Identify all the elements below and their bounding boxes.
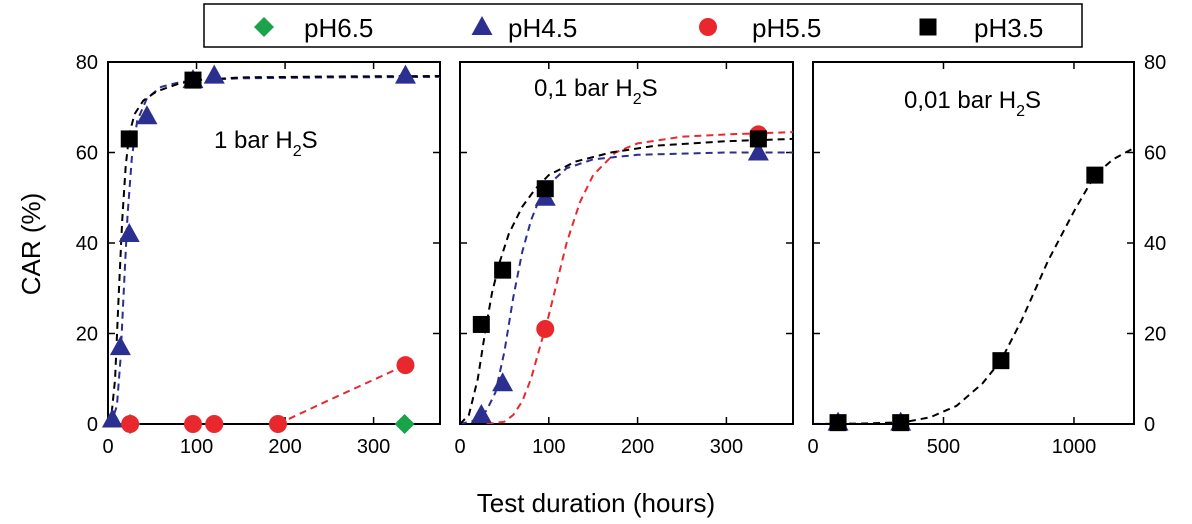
y-tick-label: 20 bbox=[1144, 324, 1166, 346]
x-tick-label: 1000 bbox=[1052, 436, 1097, 458]
data-point-pH5.5 bbox=[268, 415, 287, 433]
panel-3: 0 20 40 60 80 0 500 1000 0,01 bar H2S bbox=[807, 52, 1166, 458]
data-point-pH5.5 bbox=[396, 356, 415, 375]
fit-curve-pH5.5 bbox=[486, 131, 793, 424]
plot-frame bbox=[459, 61, 794, 425]
x-tick-label: 300 bbox=[710, 436, 743, 458]
data-point-pH4.5 bbox=[203, 64, 225, 84]
data-point-pH4.5 bbox=[470, 403, 492, 423]
y-tick-label: 0 bbox=[1144, 414, 1155, 436]
legend-label: pH5.5 bbox=[752, 13, 821, 43]
x-tick-label: 100 bbox=[532, 436, 565, 458]
data-point-pH4.5 bbox=[747, 141, 769, 161]
panel-label-sub: 2 bbox=[633, 91, 642, 108]
x-axis-label: Test duration (hours) bbox=[477, 488, 715, 518]
data-point-pH4.5 bbox=[394, 64, 416, 84]
data-point-pH3.5 bbox=[992, 352, 1010, 370]
panel-2: 0 100 200 300 0,1 bar H2S bbox=[454, 61, 794, 458]
data-point-pH4.5 bbox=[492, 372, 514, 392]
data-point-pH5.5 bbox=[183, 415, 202, 433]
y-tick-label: 40 bbox=[76, 233, 98, 255]
data-point-pH3.5 bbox=[120, 130, 138, 148]
data-point-pH5.5 bbox=[536, 319, 555, 338]
plot-frame bbox=[107, 61, 441, 425]
y-tick-label: 60 bbox=[76, 143, 98, 165]
data-point-pH3.5 bbox=[494, 261, 512, 279]
panel-label-sub: 2 bbox=[1016, 103, 1025, 120]
y-axis-label: CAR (%) bbox=[16, 193, 46, 296]
legend-marker-circle bbox=[699, 18, 717, 36]
legend-marker-triangle bbox=[471, 16, 493, 35]
panel-label: 0,01 bar H2S bbox=[904, 87, 1041, 120]
panel-label-main: 1 bar H bbox=[214, 127, 293, 154]
legend-items: pH6.5 pH4.5 pH5.5 pH3.5 bbox=[254, 13, 1043, 43]
x-tick-label: 200 bbox=[268, 436, 301, 458]
panel-label-main: 0,01 bar H bbox=[904, 87, 1016, 114]
y-tick-label: 20 bbox=[76, 324, 98, 346]
x-tick-label: 0 bbox=[807, 436, 818, 458]
x-tick-label: 0 bbox=[454, 436, 465, 458]
y-tick-label: 40 bbox=[1144, 233, 1166, 255]
data-point-pH3.5 bbox=[184, 71, 202, 89]
data-point-pH3.5 bbox=[1086, 166, 1104, 184]
data-point-pH6.5 bbox=[394, 414, 415, 434]
data-point-pH4.5 bbox=[101, 408, 123, 428]
legend: pH6.5 pH4.5 pH5.5 pH3.5 bbox=[203, 3, 1083, 48]
data-point-pH3.5 bbox=[829, 414, 847, 432]
panel-label-tail: S bbox=[642, 75, 658, 102]
y-tick-label: 0 bbox=[87, 414, 98, 436]
data-point-pH3.5 bbox=[472, 315, 490, 333]
legend-entry: pH3.5 bbox=[919, 13, 1043, 43]
legend-marker-diamond bbox=[254, 17, 274, 37]
fit-curve-pH5.5 bbox=[277, 364, 406, 424]
fit-curve-pH4.5 bbox=[108, 75, 440, 424]
panel-label-main: 0,1 bar H bbox=[534, 75, 633, 102]
fit-curve-pH4.5 bbox=[460, 151, 793, 424]
data-point-pH5.5 bbox=[121, 415, 140, 433]
panel-label: 1 bar H2S bbox=[214, 127, 318, 160]
panel-label: 0,1 bar H2S bbox=[534, 75, 658, 108]
legend-entry: pH6.5 bbox=[254, 13, 373, 43]
legend-label: pH6.5 bbox=[304, 13, 373, 43]
data-point-pH4.5 bbox=[118, 222, 140, 242]
panel-label-tail: S bbox=[302, 127, 318, 154]
panel-label-tail: S bbox=[1025, 87, 1041, 114]
y-tick-label: 80 bbox=[1144, 52, 1166, 74]
x-tick-label: 500 bbox=[927, 436, 960, 458]
fit-curve-pH3.5 bbox=[813, 147, 1134, 424]
data-point-pH5.5 bbox=[205, 415, 224, 433]
x-tick-label: 300 bbox=[357, 436, 390, 458]
x-tick-label: 100 bbox=[180, 436, 213, 458]
panel-1: 0 20 40 60 80 0 100 200 300 1 bar H2S bbox=[76, 52, 441, 458]
data-point-pH4.5 bbox=[136, 105, 158, 125]
legend-entry: pH5.5 bbox=[699, 13, 821, 43]
y-tick-label: 80 bbox=[76, 52, 98, 74]
plot-frame bbox=[812, 61, 1135, 425]
x-tick-label: 0 bbox=[102, 436, 113, 458]
data-point-pH4.5 bbox=[109, 336, 131, 356]
legend-entry: pH4.5 bbox=[471, 13, 577, 43]
data-point-pH3.5 bbox=[536, 180, 554, 198]
y-tick-label: 60 bbox=[1144, 143, 1166, 165]
data-point-pH3.5 bbox=[749, 130, 767, 148]
legend-label: pH4.5 bbox=[508, 13, 577, 43]
data-point-pH3.5 bbox=[892, 414, 910, 432]
fit-curve-pH3.5 bbox=[460, 137, 793, 424]
panel-label-sub: 2 bbox=[293, 143, 302, 160]
legend-marker-square bbox=[919, 18, 937, 36]
x-tick-label: 200 bbox=[621, 436, 654, 458]
legend-label: pH3.5 bbox=[974, 13, 1043, 43]
